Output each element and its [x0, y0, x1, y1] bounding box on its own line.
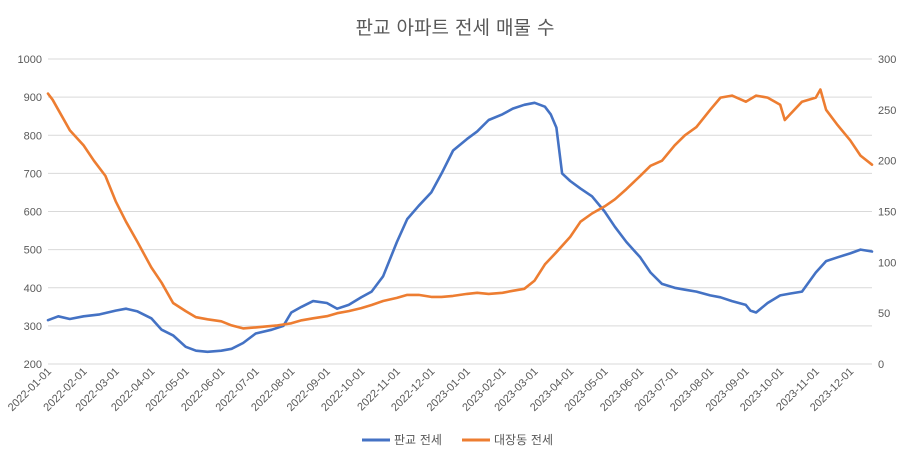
- right-tick-label: 50: [878, 308, 890, 320]
- right-tick-label: 150: [878, 207, 896, 219]
- x-axis-ticks: 2022-01-012022-02-012022-03-012022-04-01…: [6, 366, 856, 414]
- left-tick-label: 700: [24, 168, 42, 180]
- left-axis-ticks: 200 300 400 500 600 700 800 900 1000: [18, 54, 42, 371]
- gridlines: [48, 58, 872, 365]
- left-tick-label: 800: [24, 130, 42, 142]
- right-tick-label: 250: [878, 105, 896, 117]
- series-line-1: [46, 88, 874, 330]
- left-tick-label: 400: [24, 283, 42, 295]
- legend-label-pangyo: 판교 전세: [394, 433, 442, 447]
- right-axis-ticks: 0 50 100 150 200 250 300: [878, 54, 896, 371]
- right-tick-label: 300: [878, 54, 896, 66]
- series-lines: [46, 88, 874, 354]
- right-tick-label: 200: [878, 156, 896, 168]
- left-tick-label: 300: [24, 321, 42, 333]
- left-tick-label: 600: [24, 207, 42, 219]
- chart-title: 판교 아파트 전세 매물 수: [356, 17, 555, 39]
- left-tick-label: 1000: [18, 54, 42, 66]
- legend: 판교 전세 대장동 전세: [362, 433, 553, 447]
- left-tick-label: 900: [24, 92, 42, 104]
- legend-item-pangyo: 판교 전세: [362, 433, 442, 447]
- right-tick-label: 0: [878, 359, 884, 371]
- left-tick-label: 200: [24, 359, 42, 371]
- legend-label-daejang: 대장동 전세: [494, 433, 553, 447]
- left-tick-label: 500: [24, 245, 42, 257]
- series-line-0: [46, 101, 874, 354]
- legend-item-daejang: 대장동 전세: [462, 433, 553, 447]
- right-tick-label: 100: [878, 257, 896, 269]
